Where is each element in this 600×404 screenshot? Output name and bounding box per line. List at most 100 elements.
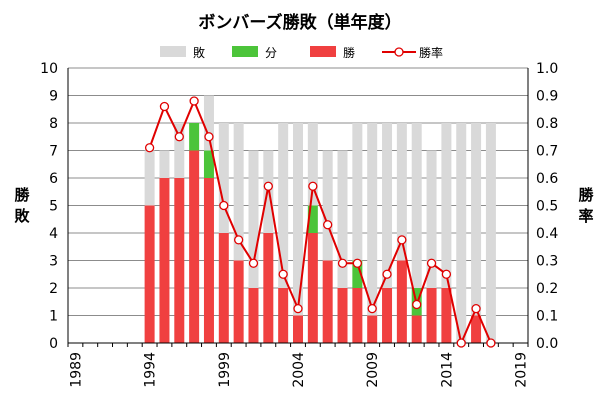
y-right-tick-label: 0.4 bbox=[536, 226, 558, 242]
win-rate-point bbox=[486, 338, 496, 348]
bar-win bbox=[189, 150, 200, 343]
legend: 敗 分 勝 勝率 bbox=[160, 45, 443, 60]
bar-win bbox=[263, 233, 274, 343]
win-rate-point bbox=[144, 143, 155, 153]
bar-loss bbox=[382, 123, 393, 288]
win-rate-point bbox=[352, 258, 363, 268]
y-axis-right-title-char-2: 率 bbox=[578, 207, 593, 225]
win-rate-point bbox=[189, 96, 199, 106]
y-right-tick-label: 0.8 bbox=[536, 116, 558, 132]
legend-swatch bbox=[310, 46, 336, 57]
win-rate-point bbox=[397, 235, 407, 245]
legend-item: 勝率 bbox=[382, 45, 443, 60]
y-left-tick-label: 10 bbox=[40, 61, 58, 77]
bar-tie bbox=[203, 150, 214, 178]
bar-win bbox=[352, 288, 363, 343]
y-left-tick-label: 0 bbox=[49, 336, 58, 352]
bar-tie bbox=[352, 260, 363, 288]
win-rate-point bbox=[382, 269, 392, 279]
win-rate-point bbox=[308, 181, 318, 191]
y-right-tick-label: 1.0 bbox=[536, 61, 558, 77]
y-right-tick-label: 0.2 bbox=[536, 281, 558, 297]
win-rate-point bbox=[233, 235, 244, 245]
y-right-tick-label: 0.5 bbox=[536, 199, 558, 215]
legend-item: 敗 bbox=[160, 45, 205, 60]
x-tick-label: 2004 bbox=[291, 352, 307, 388]
legend-label: 勝率 bbox=[419, 45, 443, 60]
bar-win bbox=[233, 260, 244, 343]
bar-loss bbox=[456, 123, 467, 343]
y-left-tick-label: 2 bbox=[49, 281, 58, 297]
legend-swatch bbox=[160, 46, 186, 57]
y-right-tick-label: 0.3 bbox=[536, 254, 558, 270]
bar-loss bbox=[352, 123, 363, 261]
win-rate-point bbox=[337, 258, 348, 268]
bar-win bbox=[411, 315, 422, 343]
bar-win bbox=[218, 233, 229, 343]
bar-series bbox=[144, 95, 496, 343]
bar-win bbox=[382, 288, 393, 343]
y-left-tick-label: 9 bbox=[49, 89, 58, 105]
win-rate-point bbox=[204, 132, 214, 142]
bar-loss bbox=[293, 123, 303, 316]
win-rate-line bbox=[148, 98, 492, 347]
legend-swatch bbox=[232, 46, 258, 57]
y-right-tick-label: 0.1 bbox=[536, 309, 558, 325]
bar-loss bbox=[367, 123, 378, 316]
win-rate-point bbox=[323, 220, 333, 230]
y-left-tick-label: 4 bbox=[49, 226, 58, 242]
x-tick-label: 1994 bbox=[143, 352, 159, 388]
bar-tie bbox=[307, 205, 318, 233]
bar-win bbox=[278, 288, 289, 343]
chart-title: ボンバーズ勝敗（単年度） bbox=[198, 12, 401, 33]
bar-win bbox=[293, 315, 303, 343]
y-left-tick-label: 7 bbox=[49, 144, 58, 160]
y-axis-right-title-char-1: 勝 bbox=[578, 186, 594, 204]
y-axis-left-title-char-2: 敗 bbox=[14, 207, 30, 225]
win-rate-point bbox=[441, 269, 452, 279]
bar-loss bbox=[233, 123, 244, 261]
bar-loss bbox=[174, 123, 185, 178]
y-left-tick-label: 8 bbox=[49, 116, 58, 132]
y-right-tick-label: 0.0 bbox=[536, 336, 558, 352]
y-left-tick-label: 3 bbox=[49, 254, 58, 270]
bar-loss bbox=[203, 95, 214, 151]
y-left-tick-label: 1 bbox=[49, 309, 58, 325]
legend-marker bbox=[394, 47, 404, 57]
win-rate-point bbox=[367, 303, 377, 314]
bar-win bbox=[337, 288, 348, 343]
legend-label: 分 bbox=[265, 46, 277, 60]
win-rate-point bbox=[219, 200, 229, 211]
win-rate-point bbox=[159, 101, 170, 112]
bar-loss bbox=[337, 150, 348, 288]
legend-label: 勝 bbox=[343, 45, 355, 60]
win-rate-point bbox=[248, 258, 259, 268]
y-right-tick-label: 0.9 bbox=[536, 89, 558, 105]
y-left-tick-label: 6 bbox=[49, 171, 58, 187]
bar-win bbox=[203, 178, 214, 343]
bar-win bbox=[159, 178, 170, 343]
bar-loss bbox=[396, 123, 407, 261]
bar-win bbox=[471, 315, 482, 343]
bar-win bbox=[307, 233, 318, 343]
bar-loss bbox=[218, 123, 229, 233]
win-rate-series bbox=[144, 96, 496, 348]
win-rate-point bbox=[471, 303, 481, 314]
win-rate-point bbox=[412, 299, 422, 310]
x-tick-label: 1989 bbox=[68, 352, 84, 388]
y-right-tick-label: 0.6 bbox=[536, 171, 558, 187]
win-rate-point bbox=[456, 338, 466, 348]
bar-loss bbox=[278, 123, 289, 288]
win-rate-point bbox=[426, 258, 437, 268]
bar-loss bbox=[322, 150, 333, 261]
tick-labels: 0 1 2 3 4 5 6 7 8 9 10 0.0 0.1 0.2 0.3 0.4 0.5 0.6 0.7 0.8 0… bbox=[40, 61, 558, 388]
y-axis-left-title: 勝 敗 bbox=[14, 186, 30, 225]
axes bbox=[67, 68, 529, 347]
legend-label: 敗 bbox=[193, 45, 205, 60]
bar-loss bbox=[485, 123, 496, 343]
bar-loss bbox=[248, 150, 259, 288]
bar-loss bbox=[144, 150, 155, 206]
legend-item: 分 bbox=[232, 46, 277, 60]
